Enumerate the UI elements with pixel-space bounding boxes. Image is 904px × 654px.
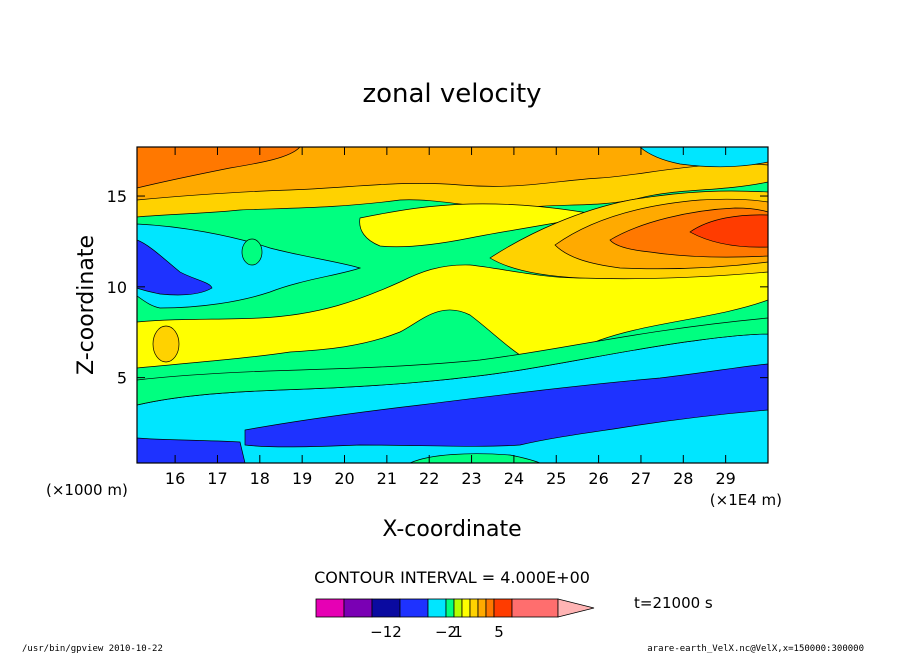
region-left-green-blob bbox=[241, 238, 263, 266]
region-top-left-core bbox=[137, 147, 301, 189]
y-axis-ticks: 5 10 15 bbox=[107, 187, 768, 388]
colorbar-swatch bbox=[427, 598, 447, 618]
colorbar-label: −12 bbox=[370, 623, 402, 641]
y-unit-note: (×1000 m) bbox=[46, 481, 128, 499]
x-tick-label: 28 bbox=[673, 469, 693, 488]
region-left-blue bbox=[137, 239, 213, 296]
region-bottom-green-tip bbox=[409, 453, 541, 463]
region-left-yellow-blob bbox=[152, 325, 180, 363]
colorbar-label: −2 bbox=[435, 623, 457, 641]
x-axis-label: X-coordinate bbox=[382, 517, 521, 542]
colorbar-swatch bbox=[371, 598, 401, 618]
region-lower-green-strip bbox=[137, 317, 768, 406]
y-tick-label: 5 bbox=[117, 369, 127, 388]
colorbar-swatch bbox=[469, 598, 479, 618]
region-bottom-blue bbox=[244, 363, 768, 448]
y-tick-label: 15 bbox=[107, 187, 127, 206]
colorbar-swatch bbox=[343, 598, 373, 618]
x-unit-note: (×1E4 m) bbox=[710, 491, 782, 509]
chart-title: zonal velocity bbox=[362, 79, 541, 109]
x-tick-label: 20 bbox=[334, 469, 354, 488]
colorbar-swatch bbox=[477, 598, 487, 618]
region-top-yellow-edge bbox=[137, 163, 768, 218]
region-top-right-cyan bbox=[639, 147, 768, 168]
colorbar-swatch bbox=[315, 598, 345, 618]
x-tick-label: 16 bbox=[165, 469, 185, 488]
x-tick-label: 19 bbox=[292, 469, 312, 488]
colorbar-label: 1 bbox=[453, 623, 463, 641]
colorbar-swatch bbox=[485, 598, 495, 618]
x-tick-label: 17 bbox=[207, 469, 227, 488]
x-tick-label: 26 bbox=[588, 469, 608, 488]
colorbar-extend-arrow bbox=[557, 598, 595, 618]
colorbar-swatch bbox=[493, 598, 513, 618]
x-tick-label: 27 bbox=[631, 469, 651, 488]
colorbar-swatch bbox=[461, 598, 471, 618]
x-tick-label: 24 bbox=[504, 469, 524, 488]
region-mid-yellow bbox=[137, 264, 768, 369]
region-upper-yellow bbox=[359, 203, 601, 248]
colorbar: −12 −21 5 bbox=[315, 598, 595, 641]
colorbar-swatch bbox=[453, 598, 463, 618]
colorbar-label: 5 bbox=[494, 623, 504, 641]
y-tick-label: 10 bbox=[107, 278, 127, 297]
x-tick-label: 23 bbox=[461, 469, 481, 488]
contour-field bbox=[137, 147, 768, 463]
footer-left: /usr/bin/gpview 2010-10-22 bbox=[22, 644, 163, 654]
colorbar-swatch bbox=[445, 598, 455, 618]
colorbar-swatch bbox=[399, 598, 429, 618]
region-right-jet bbox=[689, 214, 768, 248]
x-tick-label: 18 bbox=[250, 469, 270, 488]
x-tick-label: 29 bbox=[715, 469, 735, 488]
x-tick-label: 21 bbox=[377, 469, 397, 488]
footer-right: arare-earth_VelX.nc@VelX,x=150000:300000 bbox=[647, 644, 864, 654]
colorbar-swatch bbox=[511, 598, 559, 618]
time-label: t=21000 s bbox=[634, 594, 713, 612]
region-bottom-left-blue bbox=[137, 437, 246, 463]
x-axis-ticks: 16 17 18 19 20 21 22 23 24 25 26 27 28 29 bbox=[165, 147, 736, 488]
plot-frame bbox=[136, 146, 769, 464]
contour-interval-text: CONTOUR INTERVAL = 4.000E+00 bbox=[314, 568, 590, 587]
x-tick-label: 22 bbox=[419, 469, 439, 488]
x-tick-label: 25 bbox=[546, 469, 566, 488]
y-axis-label: Z-coordinate bbox=[74, 235, 99, 375]
